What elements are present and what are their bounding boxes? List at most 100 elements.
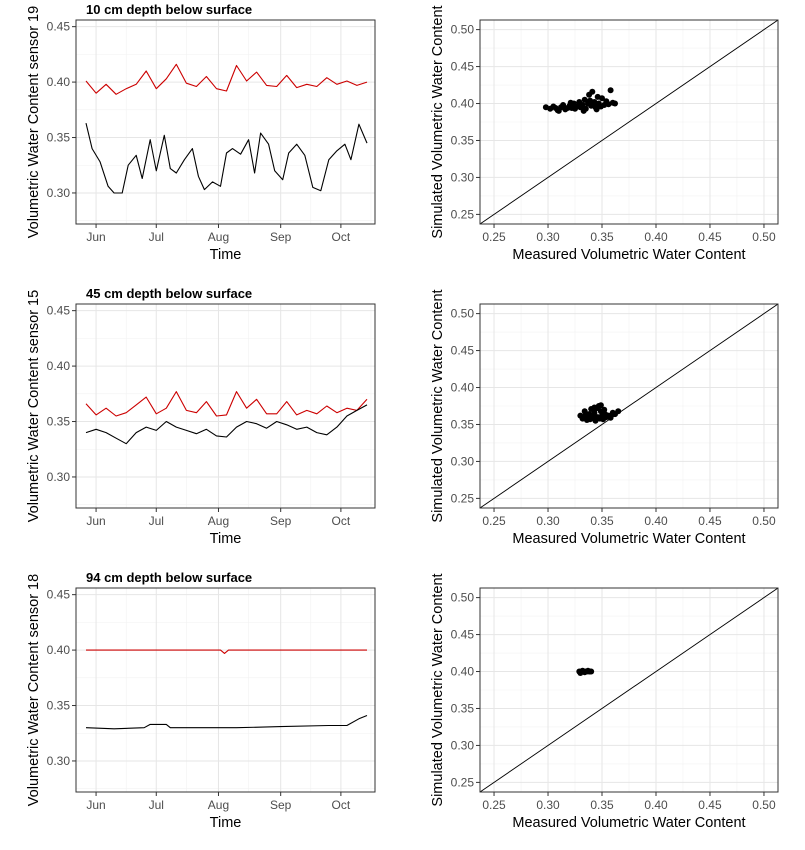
y-tick-label: 0.45 [451, 60, 475, 74]
x-tick-label: 0.40 [644, 514, 668, 528]
y-tick-label: 0.35 [451, 701, 475, 715]
panel-border [75, 587, 376, 793]
data-point [615, 408, 622, 415]
panel-border [75, 19, 376, 225]
x-tick-label: 0.30 [536, 230, 560, 244]
x-tick-label: 0.25 [482, 798, 506, 812]
x-tick-label: 0.50 [752, 798, 776, 812]
y-tick-label: 0.30 [47, 470, 71, 484]
x-tick-label: 0.30 [536, 798, 560, 812]
x-tick-label: Sep [270, 230, 292, 244]
x-axis-title: Time [210, 247, 242, 263]
chart-title: 94 cm depth below surface [86, 570, 252, 585]
y-tick-label: 0.45 [47, 588, 71, 602]
y-axis-title: Simulated Volumetric Water Content [430, 5, 446, 238]
y-tick-label: 0.50 [451, 23, 475, 37]
y-tick-label: 0.35 [47, 415, 71, 429]
plot-panel [76, 588, 375, 792]
y-tick-label: 0.35 [451, 417, 475, 431]
grid-lines [76, 304, 375, 508]
x-tick-label: 0.50 [752, 514, 776, 528]
measured-series-line [85, 404, 368, 445]
x-tick-label: Jun [86, 230, 105, 244]
y-axis-title: Simulated Volumetric Water Content [430, 573, 446, 806]
measured-series-line [85, 122, 368, 194]
data-point [588, 668, 595, 675]
x-tick-label: Oct [332, 798, 351, 812]
x-tick-label: Jun [86, 798, 105, 812]
chart-1: Jun Jul Aug Sep Oct 0.30 0.35 0.40 0.45 Time Volum… [26, 2, 376, 263]
data-marks [85, 649, 368, 730]
x-axis-title: Measured Volumetric Water Content [512, 815, 745, 831]
panel-border [479, 587, 779, 793]
x-tick-label: 0.45 [698, 230, 722, 244]
y-axis-title: Simulated Volumetric Water Content [430, 289, 446, 522]
x-tick-label: Jul [149, 798, 164, 812]
y-tick-label: 0.25 [451, 491, 475, 505]
data-point [567, 99, 574, 106]
data-marks [479, 19, 779, 225]
y-tick-label: 0.35 [47, 699, 71, 713]
data-point [591, 404, 598, 411]
y-axis-title: Volumetric Water Content sensor 18 [26, 574, 42, 806]
data-marks [479, 587, 779, 793]
data-point [580, 107, 587, 114]
x-tick-label: Sep [270, 798, 292, 812]
simulated-series-line [85, 63, 368, 95]
x-tick-label: Aug [208, 230, 229, 244]
x-tick-label: 0.50 [752, 230, 776, 244]
y-tick-label: 0.40 [451, 665, 475, 679]
y-tick-label: 0.25 [451, 207, 475, 221]
y-tick-label: 0.35 [451, 133, 475, 147]
chart-title: 10 cm depth below surface [86, 2, 252, 17]
x-axis-title: Measured Volumetric Water Content [512, 247, 745, 263]
y-axis-title: Volumetric Water Content sensor 15 [26, 290, 42, 522]
x-tick-label: Jun [86, 514, 105, 528]
y-tick-label: 0.25 [451, 775, 475, 789]
y-tick-label: 0.35 [47, 131, 71, 145]
data-point [582, 411, 589, 418]
chart-3: Jun Jul Aug Sep Oct 0.30 0.35 0.40 0.45 Time Volum… [26, 286, 376, 547]
x-tick-label: 0.45 [698, 798, 722, 812]
y-tick-label: 0.50 [451, 591, 475, 605]
x-tick-label: 0.35 [590, 230, 614, 244]
y-tick-label: 0.30 [47, 754, 71, 768]
panel-border [75, 303, 376, 509]
y-axis-title: Volumetric Water Content sensor 19 [26, 6, 42, 238]
one-to-one-line [479, 19, 779, 225]
y-tick-label: 0.40 [451, 381, 475, 395]
y-tick-label: 0.50 [451, 307, 475, 321]
x-tick-label: Jul [149, 230, 164, 244]
simulated-series-line [85, 391, 368, 417]
data-point [593, 106, 600, 113]
x-tick-label: 0.40 [644, 230, 668, 244]
x-tick-label: 0.25 [482, 230, 506, 244]
data-marks [479, 303, 779, 509]
y-tick-label: 0.30 [451, 454, 475, 468]
data-marks [85, 391, 368, 445]
one-to-one-line [479, 303, 779, 509]
x-tick-label: 0.35 [590, 798, 614, 812]
y-tick-label: 0.30 [451, 738, 475, 752]
measured-series-line [85, 714, 368, 730]
chart-title: 45 cm depth below surface [86, 286, 252, 301]
x-axis-title: Time [210, 815, 242, 831]
y-tick-label: 0.45 [451, 628, 475, 642]
data-point [587, 97, 594, 104]
y-tick-label: 0.45 [47, 20, 71, 34]
data-point [591, 409, 598, 416]
chart-5: Jun Jul Aug Sep Oct 0.30 0.35 0.40 0.45 Time Volum… [26, 570, 376, 831]
simulated-series-line [86, 649, 367, 654]
plot-panel [76, 304, 375, 508]
x-tick-label: Jul [149, 514, 164, 528]
y-tick-label: 0.30 [47, 186, 71, 200]
chart-6: 0.25 0.30 0.35 0.40 0.45 0.50 0.25 0.30 0.35 0.40… [430, 573, 779, 831]
x-tick-label: 0.35 [590, 514, 614, 528]
data-point [599, 95, 605, 102]
chart-4: 0.25 0.30 0.35 0.40 0.45 0.50 0.25 0.30 0.35 0.40… [430, 289, 779, 547]
chart-2: 0.25 0.30 0.35 0.40 0.45 0.50 0.25 0.30 0.35 0.40… [430, 5, 779, 263]
data-point [607, 87, 614, 94]
x-tick-label: Sep [270, 514, 292, 528]
x-axis-title: Measured Volumetric Water Content [512, 531, 745, 547]
